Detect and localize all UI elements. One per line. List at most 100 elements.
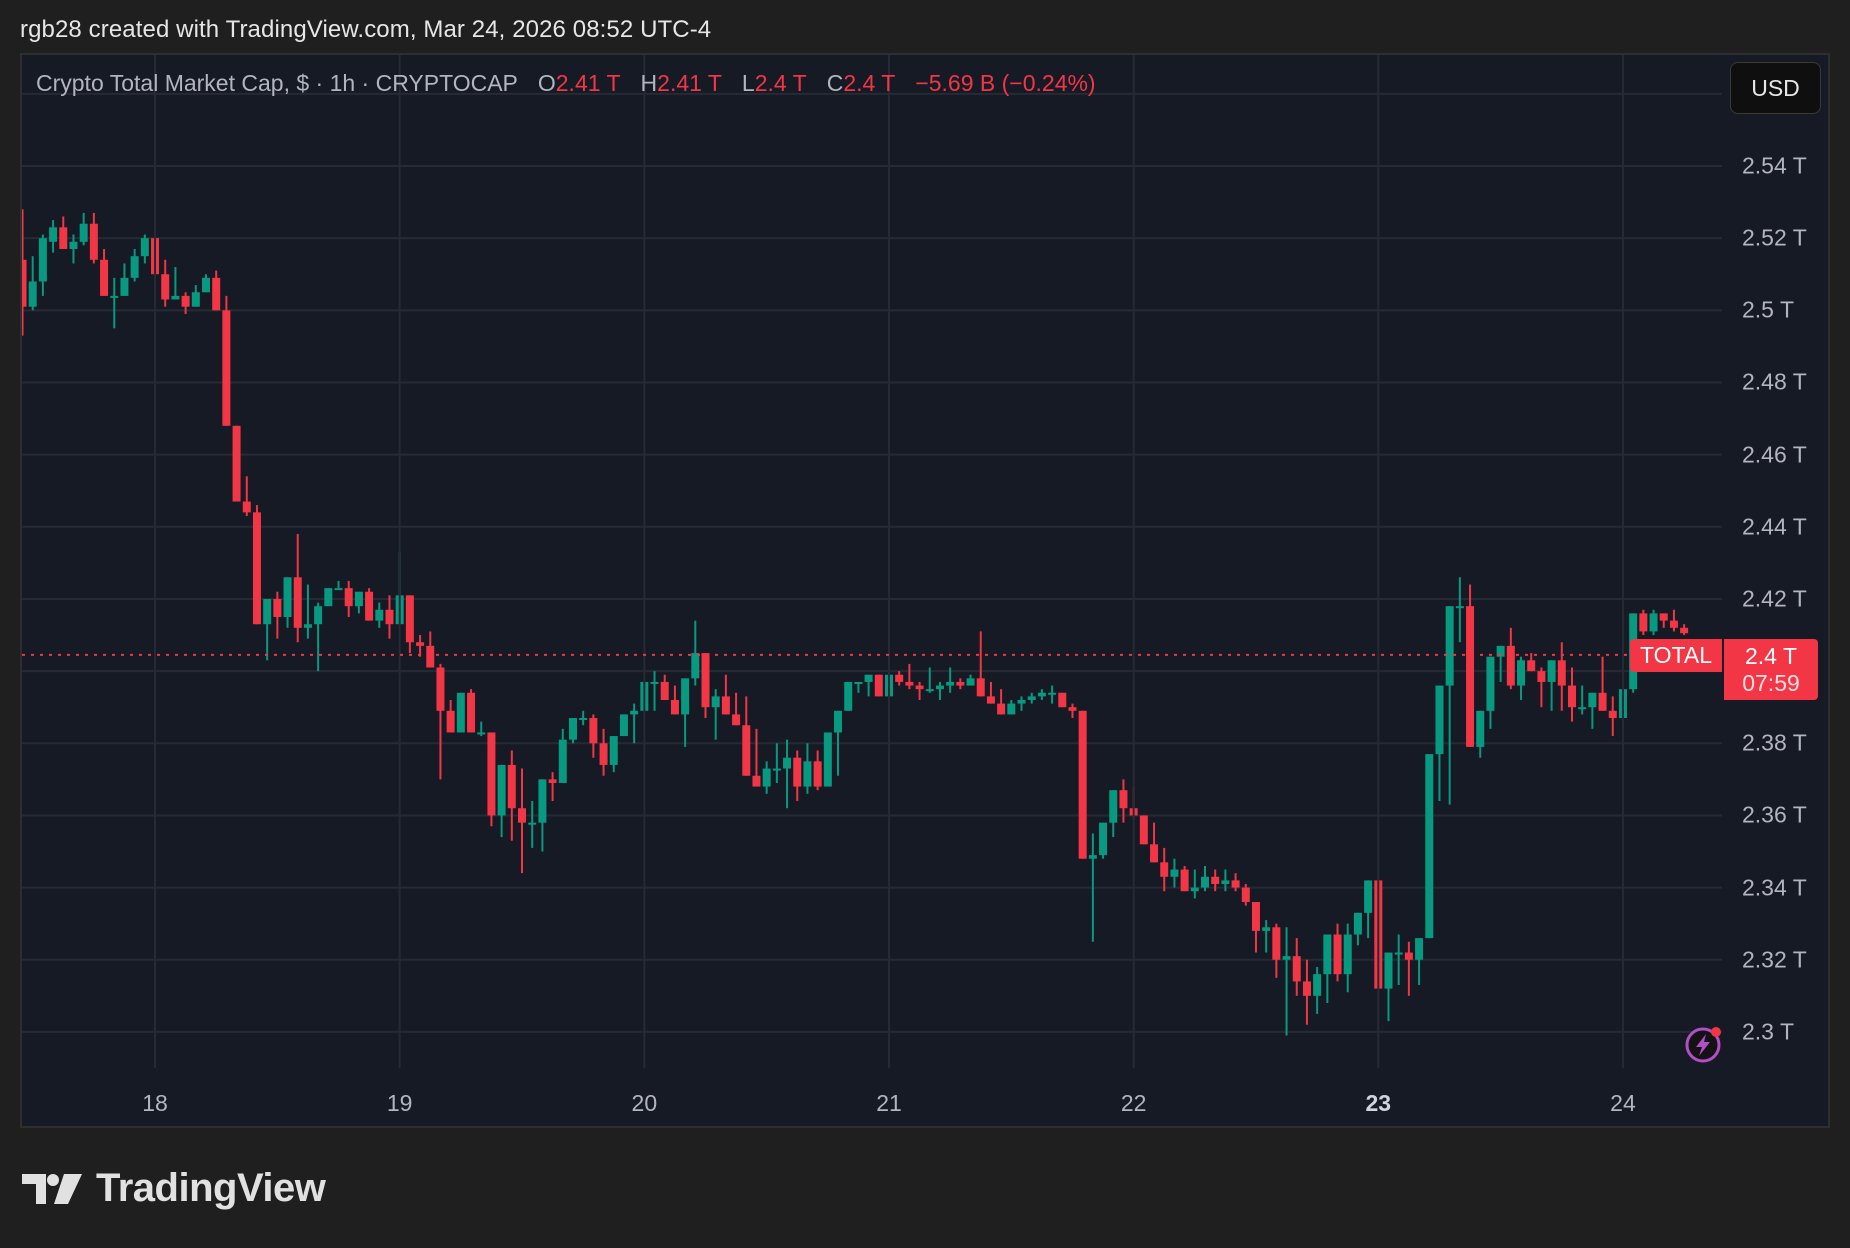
candle-body [273, 598, 282, 617]
candle-body [538, 779, 547, 823]
candle-body [935, 685, 944, 690]
candle-body [772, 768, 781, 771]
candle-body [589, 718, 598, 744]
candle-body [1404, 952, 1413, 960]
price-tick-label: 2.34 T [1742, 874, 1807, 901]
candle-body [1078, 710, 1087, 859]
candle-body [1272, 927, 1281, 960]
candle-body [742, 725, 751, 776]
candle-body [1109, 790, 1118, 823]
candle-body [1007, 703, 1016, 715]
candle-body [416, 642, 425, 646]
legend-low-value: 2.4 T [754, 70, 807, 96]
candle-body [1170, 869, 1179, 877]
price-tick-label: 2.48 T [1742, 368, 1807, 395]
candle-body [49, 227, 58, 242]
candle-body [1659, 613, 1668, 621]
candle-body [1119, 790, 1128, 809]
candle-body [1445, 606, 1454, 686]
candle-body [1557, 660, 1566, 686]
chart-frame[interactable] [20, 53, 1830, 1128]
candle-body [22, 259, 27, 307]
candle-body [721, 696, 730, 715]
price-tick-label: 2.52 T [1742, 224, 1807, 251]
candle-body [1567, 685, 1576, 708]
candle-body [1313, 974, 1322, 996]
legend-high-label: H [640, 70, 658, 96]
candle-body [518, 808, 527, 823]
candle-body [1496, 645, 1505, 657]
price-tick-label: 2.44 T [1742, 513, 1807, 540]
candle-body [844, 681, 853, 711]
candle-body [1415, 938, 1424, 960]
candle-body [1669, 620, 1678, 628]
candle-body [59, 227, 68, 249]
candle-body [1180, 869, 1189, 892]
candle-body [1394, 952, 1403, 955]
price-tick-label: 2.54 T [1742, 152, 1807, 179]
price-tick-label: 2.42 T [1742, 585, 1807, 612]
candle-body [303, 624, 312, 628]
candle-body [1037, 692, 1046, 697]
candle-body [477, 732, 486, 735]
candle-body [1139, 815, 1148, 845]
chart-legend: Crypto Total Market Cap, $ · 1h · CRYPTO… [36, 70, 1096, 97]
legend-title: Crypto Total Market Cap, $ · 1h · CRYPTO… [36, 70, 518, 96]
candle-body [599, 743, 608, 765]
candle-body [1364, 880, 1373, 913]
candle-body [762, 768, 771, 787]
candle-body [191, 292, 200, 307]
candle-body [1251, 902, 1260, 931]
candle-body [242, 501, 251, 513]
candle-body [436, 667, 445, 711]
candle-body [1302, 981, 1311, 996]
candle-body [161, 274, 170, 300]
candle-body [966, 678, 975, 686]
candle-body [120, 277, 129, 296]
candle-body [946, 681, 955, 686]
price-tick-label: 2.46 T [1742, 441, 1807, 468]
candle-body [619, 714, 628, 737]
candle-body [568, 718, 577, 740]
candle-body [1027, 696, 1036, 700]
candle-body [467, 692, 476, 733]
legend-open-value: 2.41 T [555, 70, 621, 96]
candle-body [609, 736, 618, 765]
candle-body [1425, 754, 1434, 939]
price-tick-label: 2.3 T [1742, 1018, 1794, 1045]
candle-body [69, 241, 78, 249]
candle-body [1384, 952, 1393, 989]
candle-body [1241, 887, 1250, 903]
candle-body [895, 674, 904, 682]
candle-body [252, 512, 261, 625]
candle-body [834, 710, 843, 733]
time-tick-label: 21 [876, 1090, 902, 1116]
candle-body [864, 674, 873, 682]
candle-body [1323, 934, 1332, 975]
lightning-icon[interactable] [1683, 1025, 1723, 1065]
candle-body [1537, 671, 1546, 682]
legend-close-value: 2.4 T [843, 70, 895, 96]
candle-body [314, 606, 323, 625]
currency-button[interactable]: USD [1730, 62, 1821, 114]
time-tick-label: 23 [1365, 1090, 1392, 1116]
candle-body [1333, 934, 1342, 975]
legend-open-label: O [537, 70, 556, 96]
candle-body [365, 591, 374, 621]
candle-body [1517, 660, 1526, 686]
candle-body [874, 674, 883, 697]
candle-body [711, 696, 720, 708]
legend-close-label: C [826, 70, 844, 96]
candle-body [986, 696, 995, 704]
candle-body [1201, 876, 1210, 888]
candle-body [528, 822, 537, 825]
candle-body [1231, 880, 1240, 888]
candle-body [1343, 934, 1352, 975]
candle-body [1017, 699, 1026, 704]
price-tick-label: 2.38 T [1742, 729, 1807, 756]
candle-body [579, 718, 588, 721]
time-tick-label: 18 [142, 1090, 168, 1116]
time-tick-label: 19 [386, 1090, 413, 1116]
candle-body [1099, 822, 1108, 856]
